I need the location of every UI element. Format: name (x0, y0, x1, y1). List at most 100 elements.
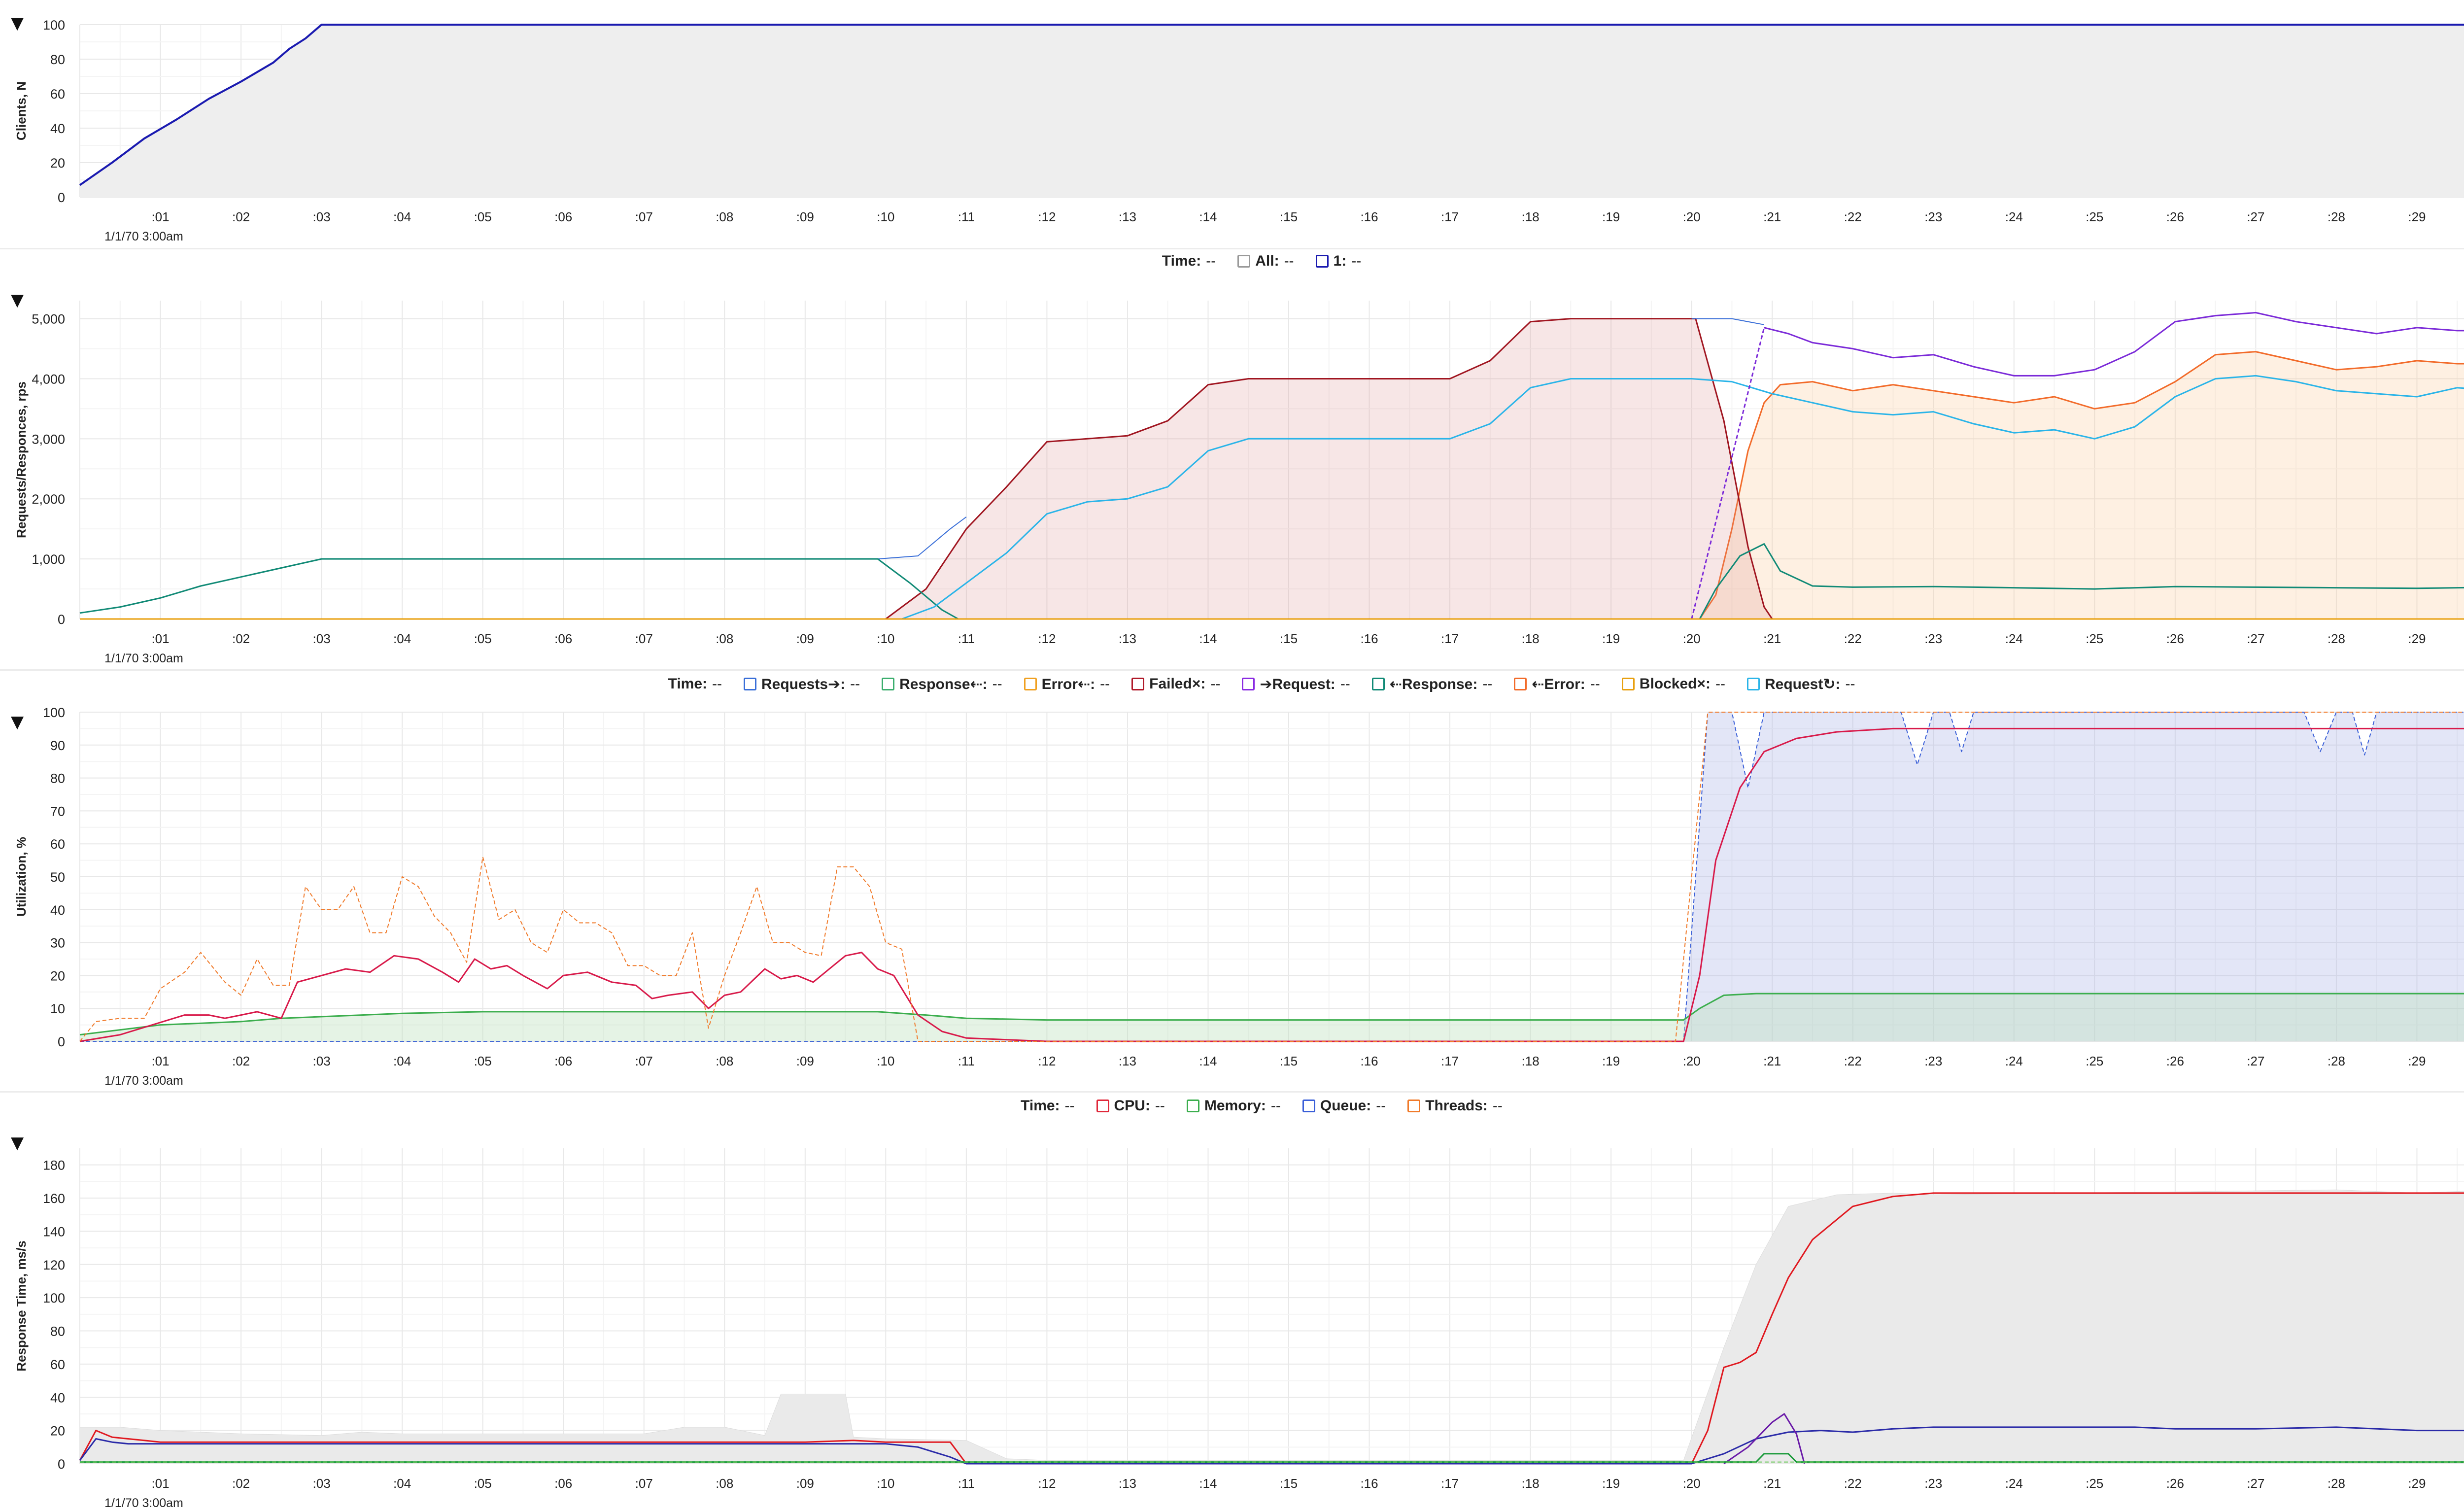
x-tick-label: :22 (1844, 1476, 1862, 1491)
x-tick-label: :06 (554, 209, 572, 224)
legend-item-request-retry[interactable]: Request↻: -- (1746, 676, 1855, 693)
y-tick-label: 40 (50, 121, 65, 136)
legend-value: -- (1482, 676, 1493, 692)
legend-swatch (1407, 1100, 1421, 1112)
y-tick-label: 90 (50, 738, 65, 753)
legend-item-1[interactable]: 1: -- (1315, 253, 1362, 270)
x-tick-label: :01 (151, 1054, 169, 1068)
legend-item-cpu[interactable]: CPU: -- (1096, 1098, 1165, 1114)
legend-item-memory[interactable]: Memory: -- (1186, 1098, 1281, 1114)
legend-item-blocked[interactable]: Blocked×: -- (1621, 676, 1725, 692)
legend-item-all[interactable]: All: -- (1237, 253, 1294, 270)
legend-label: Failed×: (1149, 676, 1206, 692)
legend-item-response-out[interactable]: ⇠Response: -- (1371, 676, 1493, 693)
x-tick-label: :14 (1199, 209, 1217, 224)
x-tick-label: :20 (1683, 1054, 1701, 1068)
legend-swatch-all (1237, 255, 1251, 268)
collapse-toggle-clients[interactable]: ▼ (11, 13, 24, 33)
legend-value-1: -- (1351, 253, 1362, 269)
x-tick-label: :09 (796, 631, 814, 646)
y-tick-label: 1,000 (32, 552, 65, 567)
x-tick-label: :04 (393, 1054, 411, 1068)
legend-item-failed[interactable]: Failed×: -- (1131, 676, 1220, 692)
legend-label-1: 1: (1333, 253, 1347, 269)
x-tick-label: :26 (2166, 631, 2184, 646)
x-tick-label: :23 (1924, 1054, 1942, 1068)
y-tick-label: 160 (43, 1191, 65, 1206)
y-tick-label: 70 (50, 804, 65, 819)
legend-item-queue[interactable]: Queue: -- (1302, 1098, 1386, 1114)
y-tick-label: 60 (50, 837, 65, 852)
legend-swatch (1746, 678, 1760, 690)
x-tick-label: :23 (1924, 1476, 1942, 1491)
legend-value: -- (1210, 676, 1221, 692)
collapse-toggle-utilization[interactable]: ▼ (11, 712, 24, 732)
x-tick-label: :26 (2166, 1476, 2184, 1491)
x-tick-label: :13 (1119, 631, 1136, 646)
x-tick-label: :18 (1522, 209, 1540, 224)
x-tick-label: :08 (716, 631, 733, 646)
panel-divider (0, 1091, 2464, 1093)
x-tick-label: :15 (1280, 209, 1298, 224)
legend-time: Time: -- (1021, 1098, 1074, 1114)
series-cpu-line (79, 727, 2464, 1042)
x-tick-label: :28 (2327, 209, 2345, 224)
legend-item-request-in[interactable]: ➔Request: -- (1242, 676, 1350, 693)
collapse-toggle-response-time[interactable]: ▼ (11, 1133, 24, 1153)
y-tick-label: 20 (50, 968, 65, 983)
legend-item-threads[interactable]: Threads: -- (1407, 1098, 1503, 1114)
x-tick-label: :29 (2408, 631, 2426, 646)
utilization-legend: Time: -- CPU: -- Memory: -- Queue: -- Th… (0, 1095, 2464, 1117)
legend-label: ➔Request: (1260, 676, 1335, 692)
legend-swatch (743, 678, 756, 690)
x-tick-label: :07 (635, 1476, 653, 1491)
y-tick-label: 40 (50, 1390, 65, 1405)
x-tick-label: :04 (393, 209, 411, 224)
legend-item-requests-out[interactable]: Requests➔: -- (743, 676, 860, 693)
x-tick-label: :23 (1924, 631, 1942, 646)
x-tick-label: :19 (1602, 631, 1620, 646)
legend-label: Request↻: (1764, 676, 1841, 692)
y-axis-label: Clients, N (14, 81, 29, 140)
x-tick-label: :19 (1602, 1476, 1620, 1491)
x-tick-label: :06 (554, 1054, 572, 1068)
legend-item-error-in[interactable]: Error⇠: -- (1024, 676, 1110, 693)
legend-value: -- (1590, 676, 1600, 692)
legend-item-error-out[interactable]: ⇠Error: -- (1514, 676, 1600, 693)
x-tick-label: :27 (2247, 209, 2264, 224)
legend-swatch (1242, 678, 1255, 690)
x-tick-label: :12 (1038, 209, 1056, 224)
y-tick-label: 100 (43, 705, 65, 720)
legend-swatch (1186, 1100, 1199, 1112)
x-tick-label: :25 (2086, 1476, 2103, 1491)
x-tick-label: :15 (1280, 1054, 1298, 1068)
x-tick-label: :17 (1441, 1476, 1459, 1491)
y-axis-label: Utilization, % (14, 837, 29, 917)
x-tick-label: :28 (2327, 1054, 2345, 1068)
collapse-toggle-requests[interactable]: ▼ (11, 290, 24, 310)
series-threads-line (79, 712, 2464, 1042)
response-time-chart: 0 20 40 60 80 100 120 140 160 180 Response Time, m… (14, 1148, 2464, 1510)
legend-item-response-in[interactable]: Response⇠: -- (882, 676, 1002, 693)
x-tick-label: :16 (1360, 1054, 1378, 1068)
legend-label: CPU: (1114, 1098, 1150, 1114)
legend-value: -- (1376, 1098, 1386, 1114)
x-tick-label: :02 (232, 1476, 250, 1491)
x-tick-label: :17 (1441, 1054, 1459, 1068)
legend-time: Time: -- (1162, 253, 1216, 270)
x-tick-label: :24 (2005, 209, 2023, 224)
legend-label: Error⇠: (1041, 676, 1095, 692)
series-request-ramp-line (1691, 327, 1765, 619)
legend-value: -- (1100, 676, 1110, 692)
x-tick-label: :17 (1441, 209, 1459, 224)
x-tick-label: :13 (1119, 1476, 1136, 1491)
y-tick-label: 4,000 (32, 372, 65, 386)
y-tick-label: 0 (58, 612, 65, 627)
utilization-chart: 0 10 20 30 40 50 60 70 80 90 100 Utilization, %:01:… (14, 705, 2464, 1088)
x-tick-label: :11 (958, 1476, 975, 1491)
requests-chart: 0 1,000 2,000 3,000 4,000 5,000 Requests/Respo… (14, 301, 2464, 665)
series-memory-area (80, 994, 2464, 1041)
x-tick-label: :19 (1602, 1054, 1620, 1068)
y-axis-label: Requests/Responces, rps (14, 381, 29, 538)
panel-divider (0, 669, 2464, 671)
